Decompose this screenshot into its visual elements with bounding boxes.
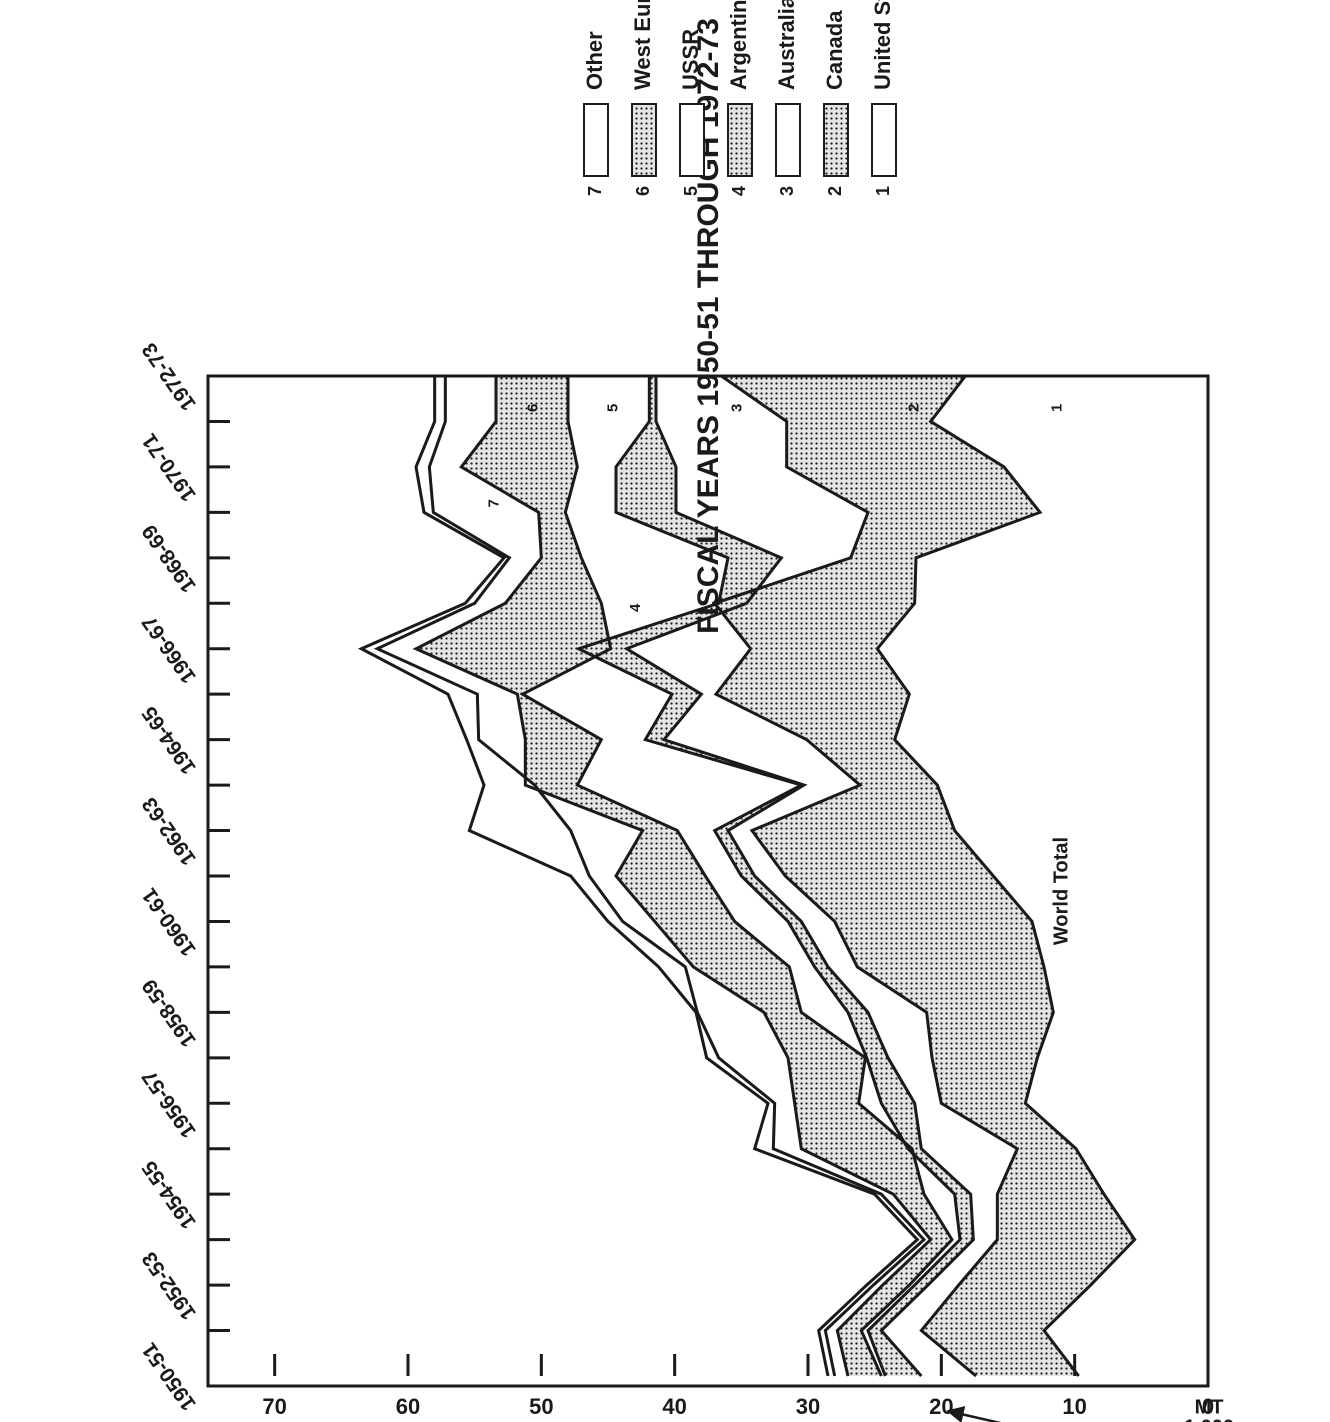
x-tick-label: 1956-57 <box>138 1066 201 1142</box>
legend-label: Argentina <box>726 0 751 90</box>
band-other <box>377 376 931 1376</box>
legend-row: 3 Australia <box>774 0 801 196</box>
y-tick-label: 60 <box>396 1394 420 1419</box>
band-united-states <box>877 376 1208 1376</box>
series-line-other <box>373 376 927 1377</box>
x-tick-label: 1954-55 <box>138 1156 201 1233</box>
series-label-1: 1 <box>1048 404 1065 412</box>
legend-swatch <box>727 103 753 177</box>
legend-swatch <box>583 103 609 177</box>
y-axis: 0 10 20 30 40 50 60 70 1,000MT <box>262 1354 1234 1422</box>
y-tick-label: 0 <box>1202 1394 1214 1419</box>
series-label-4: 4 <box>627 603 644 612</box>
y-tick-label: 10 <box>1062 1394 1086 1419</box>
series-label-7: 7 <box>486 499 503 507</box>
stacked-area-bands <box>357 374 1208 1378</box>
legend-row: 7 Other <box>582 31 609 196</box>
band-argentina <box>578 376 974 1376</box>
series-number-labels: 1 2 3 4 5 6 7 <box>486 404 1066 612</box>
world-total-arrow <box>946 1406 1036 1422</box>
legend-label: USSR <box>678 29 703 90</box>
plot-frame <box>206 374 1210 1388</box>
x-tick-label: 1970-71 <box>138 429 201 506</box>
series-label-3: 3 <box>728 404 745 412</box>
world-total-annotation: World Total <box>946 837 1072 1422</box>
band-australia <box>626 376 1018 1376</box>
legend-label: United States <box>870 0 895 90</box>
y-tick-label: 30 <box>796 1394 820 1419</box>
series-line-world-total <box>357 376 920 1377</box>
legend-row: 5 USSR <box>678 29 705 196</box>
legend-row: 6 West Europe <box>630 0 657 196</box>
series-label-5: 5 <box>604 404 621 412</box>
series-label-2: 2 <box>906 404 923 412</box>
x-tick-label: 1966-67 <box>138 611 201 687</box>
y-axis-unit-label: MT <box>1195 1396 1224 1418</box>
x-tick-label: 1964-65 <box>138 702 201 779</box>
series-line-united-states <box>875 375 1137 1377</box>
series-label-6: 6 <box>524 404 541 412</box>
legend-number: 1 <box>873 186 893 196</box>
legend-label: West Europe <box>630 0 655 90</box>
series-line-ussr <box>519 376 954 1377</box>
y-axis-unit-label: 1,000 <box>1184 1416 1234 1422</box>
x-tick-label: 1968-69 <box>138 520 201 596</box>
legend-row: 2 Canada <box>822 10 849 196</box>
series-line-west-europe <box>412 376 933 1377</box>
legend-number: 2 <box>825 186 845 196</box>
x-tick-label: 1950-51 <box>138 1338 201 1415</box>
x-tick-label: 1952-53 <box>138 1247 201 1323</box>
x-tick-label: 1958-59 <box>138 975 201 1051</box>
x-tick-label: 1960-61 <box>138 884 201 961</box>
y-tick-label: 40 <box>662 1394 686 1419</box>
legend-number: 6 <box>633 186 653 196</box>
legend-label: Canada <box>822 10 847 90</box>
series-line-argentina <box>574 376 962 1377</box>
series-line-australia <box>623 376 975 1377</box>
legend-swatch <box>631 103 657 177</box>
y-tick-label: 50 <box>529 1394 553 1419</box>
legend-row: 1 United States <box>870 0 897 196</box>
band-ussr <box>522 376 960 1376</box>
legend-number: 4 <box>729 186 749 196</box>
band-canada <box>714 376 1135 1376</box>
legend-swatch <box>679 103 705 177</box>
legend-row: 4 Argentina <box>726 0 753 196</box>
legend-swatch <box>871 103 897 177</box>
legend-swatch <box>775 103 801 177</box>
world-total-label: World Total <box>1050 837 1072 945</box>
legend-number: 5 <box>681 186 701 196</box>
y-tick-label: 20 <box>929 1394 953 1419</box>
band-west-europe <box>416 376 952 1376</box>
legend: 7 Other 6 West Europe 5 USSR 4 Argentina 3 Austra… <box>582 0 897 196</box>
legend-number: 3 <box>777 186 797 196</box>
x-tick-label: 1962-63 <box>138 793 201 869</box>
legend-label: Australia <box>774 0 799 90</box>
legend-swatch <box>823 103 849 177</box>
legend-number: 7 <box>585 186 605 196</box>
legend-label: Other <box>582 31 607 90</box>
series-line-canada <box>712 374 1020 1378</box>
x-axis: 1950-51 1952-53 1954-55 1956-57 1958-59 1960-… <box>138 338 230 1415</box>
x-tick-label: 1972-73 <box>138 338 201 414</box>
y-tick-label: 70 <box>262 1394 286 1419</box>
